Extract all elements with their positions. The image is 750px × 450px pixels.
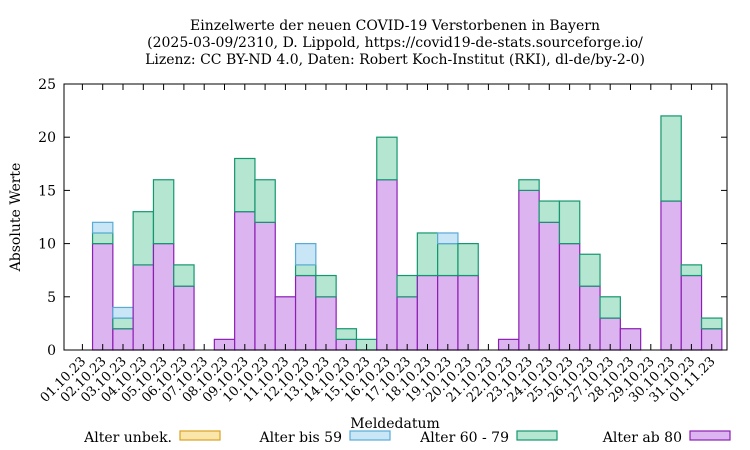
legend-label: Alter ab 80 [602, 430, 682, 446]
bar-05.10.23-series-0 [152, 243, 175, 351]
legend-swatch [689, 430, 731, 441]
bar-04.10.23-series-1 [132, 211, 155, 266]
bar-16.10.23-series-1 [376, 136, 398, 181]
bar-31.10.23-series-1 [680, 264, 703, 277]
bar-23.10.23-series-1 [518, 179, 540, 191]
legend-swatch [349, 430, 391, 441]
chart-title-line-2: (2025-03-09/2310, D. Lippold, https://co… [147, 35, 643, 51]
x-axis-label: Meldedatum [350, 416, 440, 432]
bar-16.10.23-series-0 [376, 179, 398, 351]
bar-18.10.23-series-1 [416, 232, 439, 277]
bar-24.10.23-series-0 [538, 221, 561, 351]
y-tick-label: 0 [47, 343, 56, 359]
bar-19.10.23-series-1 [437, 243, 459, 277]
bar-09.10.23-series-0 [234, 211, 256, 351]
y-tick-label: 5 [47, 290, 56, 306]
bar-25.10.23-series-0 [558, 243, 581, 351]
bar-10.10.23-series-0 [254, 221, 276, 351]
bar-19.10.23-series-0 [437, 274, 459, 351]
bar-18.10.23-series-0 [416, 274, 439, 351]
bar-26.10.23-series-0 [579, 285, 601, 351]
bars-layer [91, 115, 723, 351]
bar-06.10.23-series-1 [173, 264, 195, 287]
bar-30.10.23-series-1 [660, 115, 682, 202]
legend-swatch [179, 430, 221, 441]
bar-20.10.23-series-1 [457, 243, 479, 277]
bar-12.10.23-series-1 [294, 264, 317, 277]
bar-12.10.23-series-0 [294, 274, 317, 351]
bar-03.10.23-series-2 [112, 306, 134, 319]
bar-04.10.23-series-0 [132, 264, 155, 351]
chart-title: Einzelwerte der neuen COVID-19 Verstorbe… [145, 18, 645, 68]
bar-12.10.23-series-2 [294, 243, 317, 266]
bar-20.10.23-series-0 [457, 274, 479, 351]
bar-02.10.23-series-0 [91, 243, 114, 351]
bar-26.10.23-series-1 [579, 253, 601, 287]
bar-10.10.23-series-1 [254, 179, 276, 223]
legend-label: Alter bis 59 [258, 430, 342, 446]
bar-17.10.23-series-1 [396, 274, 418, 298]
bar-11.10.23-series-0 [274, 296, 297, 351]
bar-19.10.23-series-2 [437, 232, 459, 245]
bar-25.10.23-series-1 [558, 200, 581, 245]
bar-24.10.23-series-1 [538, 200, 561, 223]
y-axis: 0 5 10 15 20 25 [38, 77, 727, 359]
bar-05.10.23-series-1 [152, 179, 175, 245]
y-tick-label: 10 [38, 237, 56, 253]
bar-27.10.23-series-1 [599, 296, 621, 319]
y-tick-label: 20 [38, 130, 56, 146]
x-axis: 01.10.2302.10.2303.10.2304.10.2305.10.23… [38, 84, 719, 406]
bar-17.10.23-series-0 [396, 296, 418, 351]
bar-14.10.23-series-1 [335, 328, 358, 340]
bar-02.10.23-series-1 [91, 232, 114, 245]
bar-13.10.23-series-1 [315, 274, 337, 298]
bar-06.10.23-series-0 [173, 285, 195, 351]
y-tick-label: 15 [38, 183, 56, 199]
bar-01.11.23-series-1 [700, 317, 723, 330]
bar-30.10.23-series-0 [660, 200, 682, 351]
legend-label: Alter unbek. [83, 430, 172, 446]
y-axis-label: Absolute Werte [8, 163, 24, 273]
chart-title-line-3: Lizenz: CC BY-ND 4.0, Daten: Robert Koch… [145, 52, 645, 68]
chart-title-line-1: Einzelwerte der neuen COVID-19 Verstorbe… [190, 18, 600, 34]
legend-label: Alter 60 - 79 [419, 430, 509, 446]
legend-swatch [516, 430, 558, 441]
bar-13.10.23-series-0 [315, 296, 337, 351]
bar-31.10.23-series-0 [680, 274, 703, 351]
bar-09.10.23-series-1 [234, 157, 256, 213]
bar-03.10.23-series-1 [112, 317, 134, 330]
plot-frame [63, 83, 728, 351]
legend: Alter unbek. Alter bis 59 Alter 60 - 79 Alt… [83, 430, 731, 446]
bar-02.10.23-series-2 [91, 221, 114, 234]
bar-23.10.23-series-0 [518, 189, 540, 351]
y-tick-label: 25 [38, 77, 56, 93]
